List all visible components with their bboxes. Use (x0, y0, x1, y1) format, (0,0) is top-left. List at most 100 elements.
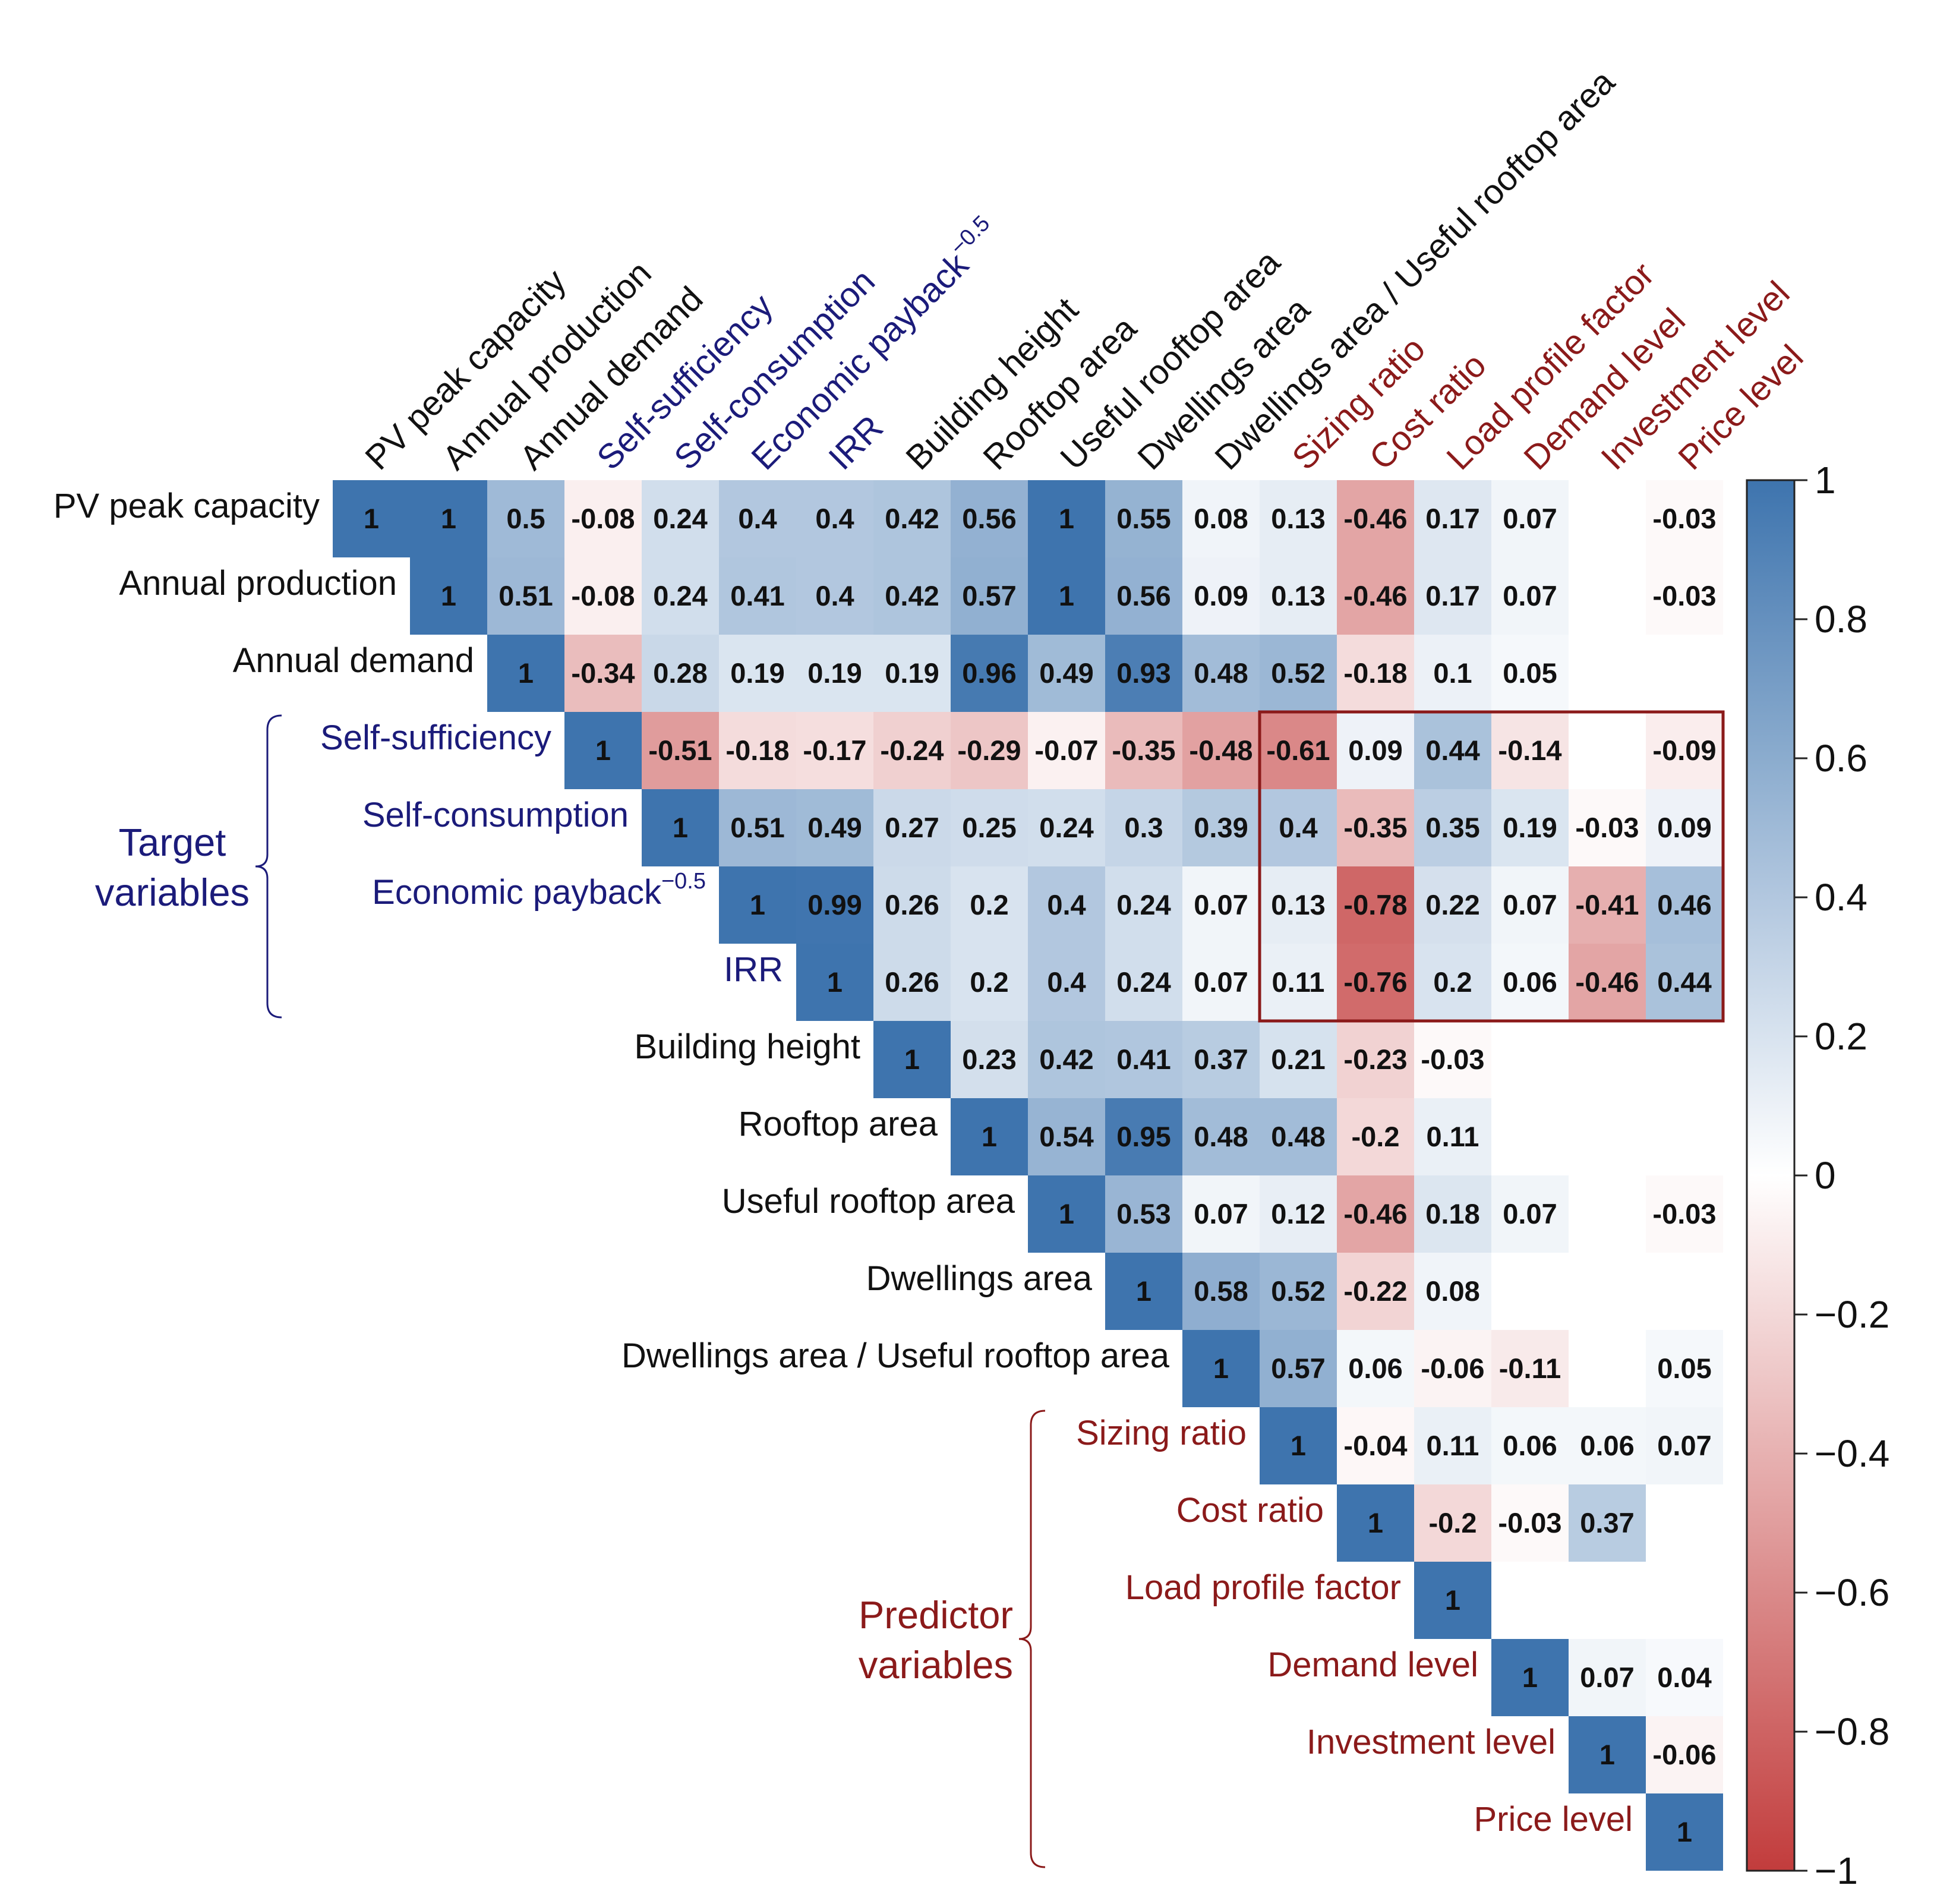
cell-value-label: -0.46 (1343, 503, 1407, 534)
cell-value-label: 0.37 (1194, 1044, 1248, 1075)
cell-self-sufficiency--price-level (1646, 712, 1723, 789)
cell-pv-peak-capacity--pv-peak-capacity (333, 480, 410, 557)
colorbar-tick-label: −0.4 (1815, 1432, 1889, 1475)
cell-load-profile-factor--load-profile-factor (1414, 1562, 1491, 1639)
cell-value-label: 0.2 (970, 889, 1008, 921)
cell-value-label: 1 (827, 966, 843, 998)
cell-building-height--cost-ratio (1337, 1021, 1414, 1098)
colorbar-tick-label: 0.6 (1815, 737, 1867, 780)
cell-pv-peak-capacity--load-profile-factor (1414, 480, 1491, 557)
cell-value-label: -0.08 (571, 503, 635, 534)
cell-annual-production--cost-ratio (1337, 557, 1414, 635)
cell-value-label: 0.28 (653, 657, 707, 689)
cell-value-label: 0.07 (1194, 889, 1248, 921)
cell-value-label: 0.44 (1425, 735, 1479, 766)
cell-irr--demand-level (1491, 944, 1569, 1021)
cell-sizing-ratio--demand-level (1491, 1407, 1569, 1484)
cell-value-label: 0.05 (1657, 1353, 1711, 1384)
cell-value-label: 0.12 (1271, 1198, 1325, 1230)
row-label-building-height: Building height (634, 1027, 860, 1066)
cell-dwellings-area-useful-rooftop-area--price-level (1646, 1330, 1723, 1407)
cell-dwellings-area--load-profile-factor (1414, 1253, 1491, 1330)
cell-value-label: 1 (1059, 1198, 1074, 1230)
cell-value-label: 0.19 (730, 657, 784, 689)
cell-sizing-ratio--cost-ratio (1337, 1407, 1414, 1484)
cell-value-label: 1 (1059, 503, 1074, 534)
cell-value-label: 0.13 (1271, 580, 1325, 611)
cell-value-label: 0.19 (1503, 812, 1557, 843)
cell-self-consumption--demand-level (1491, 789, 1569, 866)
cell-pv-peak-capacity--cost-ratio (1337, 480, 1414, 557)
cell-irr--irr (796, 944, 873, 1021)
cell-annual-demand--irr (796, 635, 873, 712)
cell-value-label: 0.53 (1116, 1198, 1171, 1230)
cell-value-label: -0.46 (1575, 966, 1639, 998)
colorbar-tick-label: −0.2 (1815, 1293, 1889, 1336)
cell-value-label: -0.22 (1343, 1275, 1407, 1307)
cell-value-label: -0.03 (1652, 580, 1716, 611)
cell-value-label: 0.54 (1039, 1121, 1093, 1152)
cell-value-label: -0.41 (1575, 889, 1639, 921)
cell-value-label: -0.04 (1343, 1430, 1407, 1461)
cell-useful-rooftop-area--cost-ratio (1337, 1175, 1414, 1253)
cell-value-label: -0.17 (803, 735, 866, 766)
cell-economic-payback--economic-payback (719, 866, 796, 944)
exponent-superscript: −0.5 (946, 211, 995, 260)
target-variables-label-line: variables (95, 871, 250, 914)
colorbar-gradient (1746, 479, 1796, 1872)
cell-self-sufficiency--demand-level (1491, 712, 1569, 789)
cell-pv-peak-capacity--annual-production (410, 480, 487, 557)
cell-value-label: 0.4 (815, 503, 854, 534)
cell-value-label: 1 (1136, 1275, 1151, 1307)
cell-value-label: -0.61 (1266, 735, 1330, 766)
row-label-investment-level: Investment level (1307, 1723, 1556, 1761)
cell-value-label: 0.96 (962, 657, 1016, 689)
cell-value-label: 0.24 (1116, 889, 1171, 921)
cell-annual-production--annual-production (410, 557, 487, 635)
cell-value-label: 0.06 (1503, 966, 1557, 998)
cell-self-sufficiency--self-consumption (642, 712, 719, 789)
cell-irr--useful-rooftop-area (1028, 944, 1105, 1021)
cell-value-label: 0.26 (885, 966, 939, 998)
cell-value-label: -0.03 (1498, 1507, 1561, 1539)
row-label-dwellings-area-useful-rooftop-area: Dwellings area / Useful rooftop area (621, 1336, 1170, 1375)
cell-value-label: 1 (1213, 1353, 1229, 1384)
cell-annual-production--dwellings-area-useful-rooftop-area (1182, 557, 1260, 635)
cell-value-label: 0.51 (499, 580, 553, 611)
heatmap-cells: 1 1 0.5 -0.08 0.24 0.4 0.4 0.42 0.56 1 0.55 0.08 0.1… (333, 480, 1725, 1871)
cell-value-label: 0.99 (807, 889, 862, 921)
cell-value-label: -0.03 (1575, 812, 1639, 843)
cell-irr--building-height (873, 944, 951, 1021)
cell-economic-payback--irr (796, 866, 873, 944)
cell-value-label: 1 (1599, 1739, 1615, 1770)
cell-value-label: 0.11 (1427, 1430, 1479, 1461)
cell-sizing-ratio--price-level (1646, 1407, 1723, 1484)
cell-useful-rooftop-area--price-level (1646, 1175, 1723, 1253)
cell-value-label: 0.23 (962, 1044, 1016, 1075)
row-label-load-profile-factor: Load profile factor (1125, 1568, 1401, 1607)
cell-value-label: 0.56 (962, 503, 1016, 534)
cell-value-label: 0.2 (970, 966, 1008, 998)
cell-self-sufficiency--economic-payback (719, 712, 796, 789)
cell-economic-payback--building-height (873, 866, 951, 944)
cell-value-label: 0.08 (1194, 503, 1248, 534)
cell-value-label: -0.14 (1498, 735, 1561, 766)
row-label-annual-production: Annual production (119, 564, 397, 603)
cell-economic-payback--demand-level (1491, 866, 1569, 944)
cell-value-label: 0.09 (1657, 812, 1711, 843)
cell-self-sufficiency--cost-ratio (1337, 712, 1414, 789)
cell-annual-production--sizing-ratio (1260, 557, 1337, 635)
cell-irr--cost-ratio (1337, 944, 1414, 1021)
cell-value-label: 0.24 (1039, 812, 1093, 843)
cell-annual-production--rooftop-area (951, 557, 1028, 635)
cell-value-label: 0.17 (1425, 580, 1479, 611)
cell-annual-demand--dwellings-area-useful-rooftop-area (1182, 635, 1260, 712)
cell-demand-level--price-level (1646, 1639, 1723, 1716)
row-label-sizing-ratio: Sizing ratio (1076, 1414, 1247, 1452)
row-label-useful-rooftop-area: Useful rooftop area (722, 1182, 1015, 1221)
cell-annual-demand--dwellings-area (1105, 635, 1182, 712)
cell-value-label: 0.58 (1194, 1275, 1248, 1307)
cell-value-label: 0.07 (1503, 889, 1557, 921)
cell-self-sufficiency--irr (796, 712, 873, 789)
